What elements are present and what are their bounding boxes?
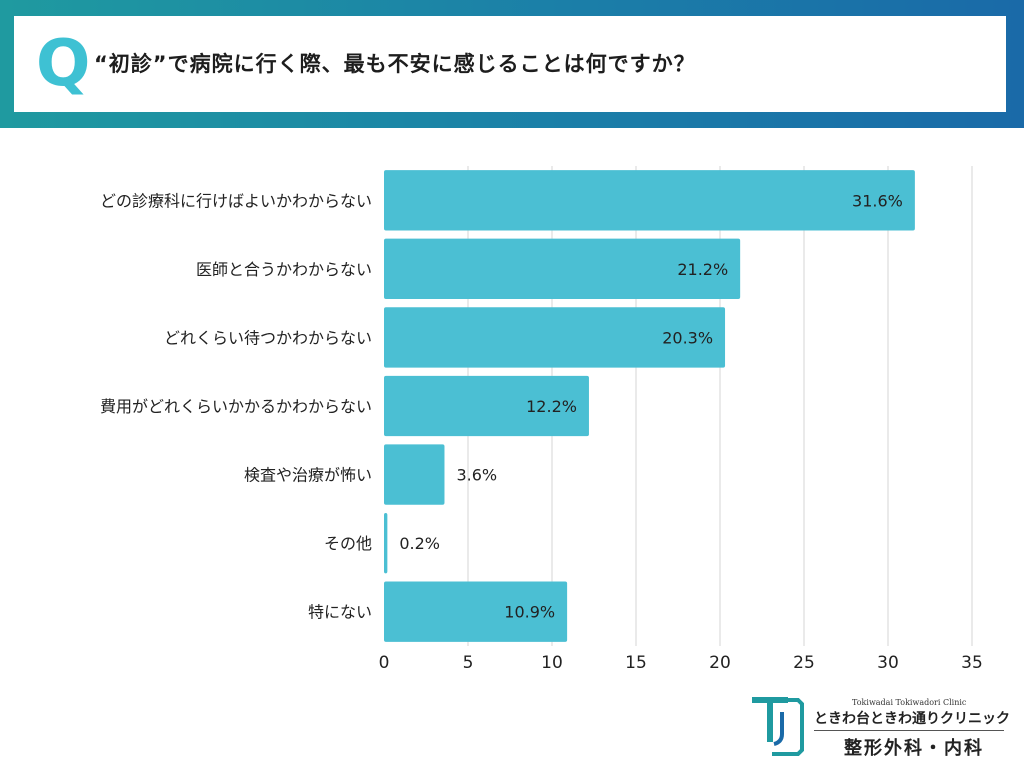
bar	[384, 444, 445, 505]
x-tick-label: 35	[961, 653, 983, 673]
bar	[384, 375, 589, 437]
category-label: 医師と合うかわからない	[196, 260, 372, 279]
bar	[384, 238, 741, 300]
data-label: 3.6%	[456, 466, 497, 485]
data-label: 12.2%	[526, 397, 577, 416]
question-title: “初診”で病院に行く際、最も不安に感じることは何ですか？	[94, 52, 696, 76]
header-banner: Q “初診”で病院に行く際、最も不安に感じることは何ですか？	[0, 0, 1024, 128]
x-tick-label: 10	[541, 653, 563, 673]
bar	[384, 581, 568, 642]
category-label: 検査や治療が怖い	[244, 466, 372, 485]
x-tick-label: 30	[877, 653, 899, 673]
logo-divider	[814, 730, 1004, 731]
category-label: 費用がどれくらいかかるかわからない	[100, 397, 372, 416]
category-label: どれくらい待つかわからない	[164, 328, 372, 347]
clinic-logo: Tokiwadai Tokiwadori Clinic ときわ台ときわ通りクリニ…	[748, 694, 1018, 762]
data-label: 21.2%	[677, 260, 728, 279]
clinic-name: ときわ台ときわ通りクリニック	[814, 711, 1010, 727]
x-tick-label: 20	[709, 653, 731, 673]
x-tick-label: 0	[379, 653, 390, 673]
category-label: その他	[324, 534, 372, 553]
q-mark: Q	[36, 27, 91, 101]
data-label: 20.3%	[662, 328, 713, 347]
header-panel: Q “初診”で病院に行く際、最も不安に感じることは何ですか？	[14, 16, 1006, 112]
bar	[384, 512, 388, 574]
bar	[384, 170, 915, 231]
data-label: 10.9%	[504, 603, 555, 622]
x-tick-label: 5	[463, 653, 474, 673]
category-label: 特にない	[308, 603, 372, 622]
x-tick-label: 15	[625, 653, 647, 673]
data-label: 31.6%	[852, 191, 903, 210]
x-tick-label: 25	[793, 653, 815, 673]
bar	[384, 307, 726, 368]
data-label: 0.2%	[399, 534, 440, 553]
category-label: どの診療科に行けばよいかわからない	[100, 191, 372, 210]
clinic-department: 整形外科・内科	[844, 738, 984, 759]
clinic-logo-mark	[752, 697, 804, 756]
clinic-name-english: Tokiwadai Tokiwadori Clinic	[852, 698, 967, 707]
